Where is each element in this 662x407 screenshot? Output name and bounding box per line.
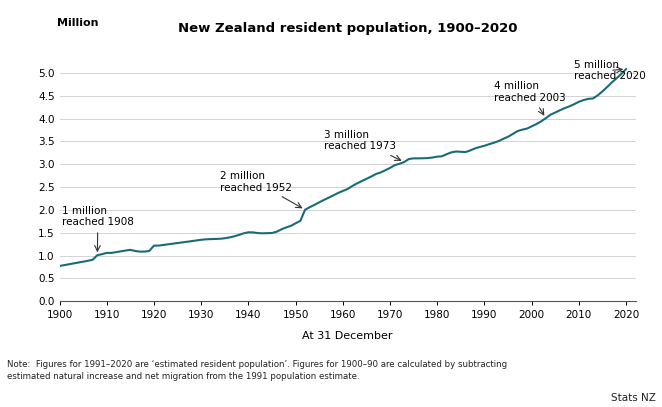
Text: 1 million
reached 1908: 1 million reached 1908	[62, 206, 134, 251]
Text: Million: Million	[57, 18, 98, 28]
Text: 5 million
reached 2020: 5 million reached 2020	[574, 59, 646, 81]
Title: New Zealand resident population, 1900–2020: New Zealand resident population, 1900–20…	[178, 22, 517, 35]
Text: Note:  Figures for 1991–2020 are ‘estimated resident population’. Figures for 19: Note: Figures for 1991–2020 are ‘estimat…	[7, 360, 506, 381]
Text: Stats NZ: Stats NZ	[610, 393, 655, 403]
Text: 4 million
reached 2003: 4 million reached 2003	[494, 81, 565, 115]
Text: 2 million
reached 1952: 2 million reached 1952	[220, 171, 302, 208]
Text: 3 million
reached 1973: 3 million reached 1973	[324, 130, 401, 160]
Text: At 31 December: At 31 December	[303, 331, 393, 341]
